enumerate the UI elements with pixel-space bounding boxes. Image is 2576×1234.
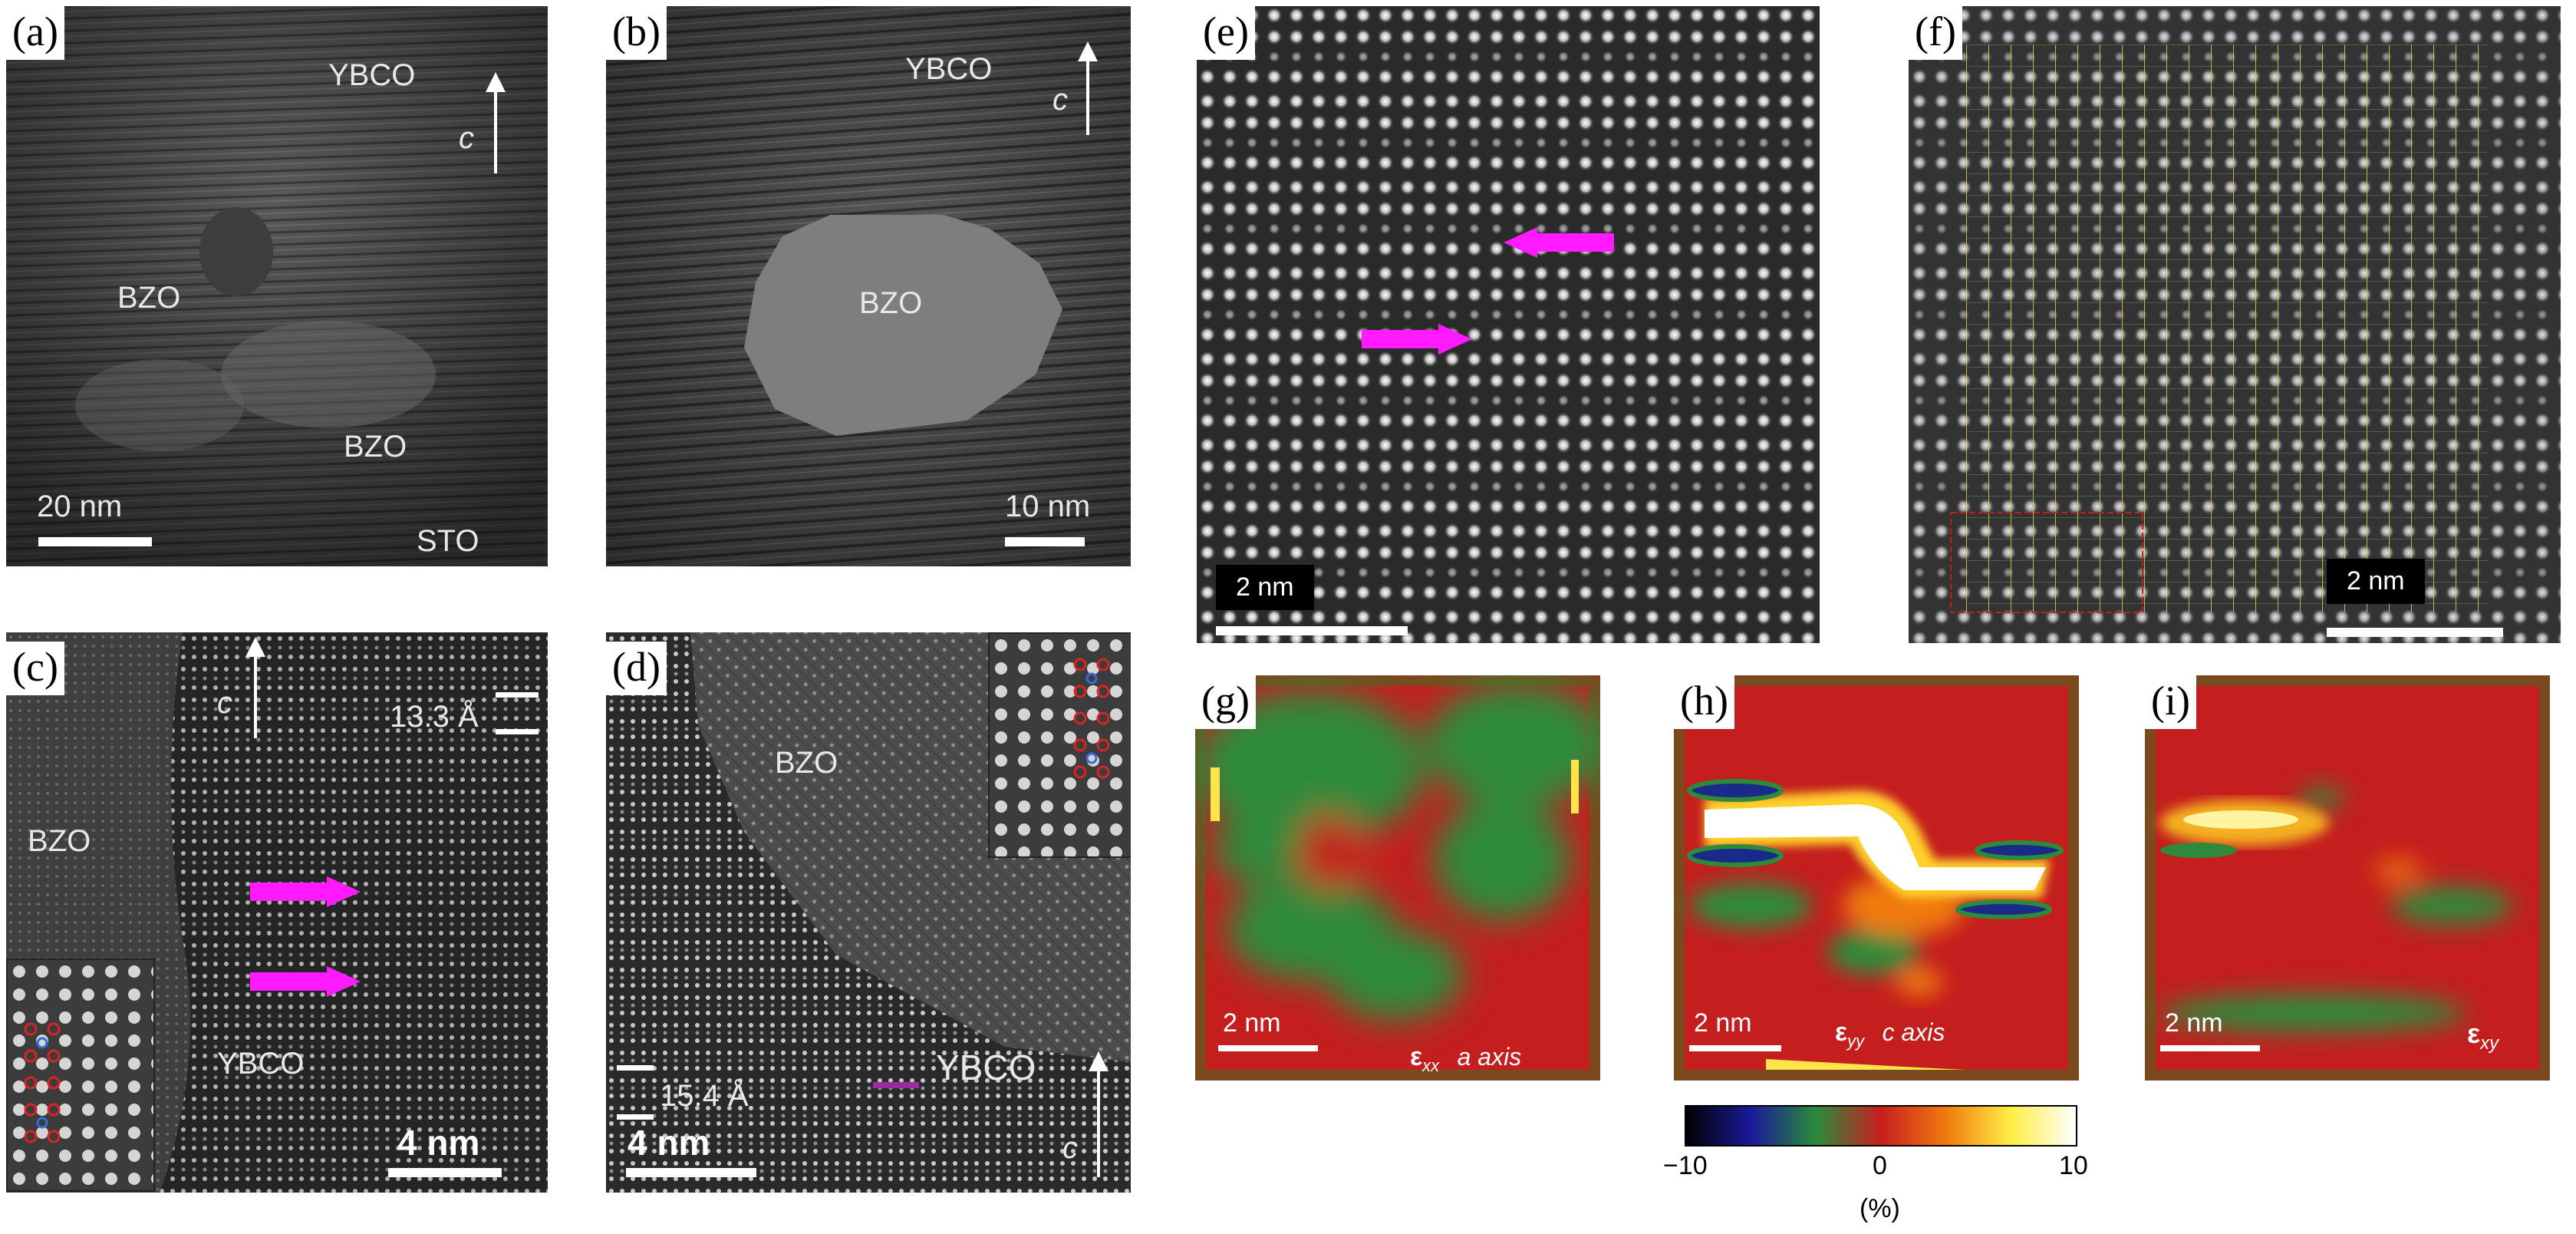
scale-bar-label: 2 nm [2165, 1008, 2223, 1038]
panel-f: (f) 2 nm [1909, 6, 2561, 643]
panel-c-tag: (c) [6, 642, 64, 695]
panel-d: (d) BZO YBCO 15.4 Å c [606, 632, 1131, 1193]
scale-bar-label: 2 nm [2327, 559, 2425, 604]
scale-bar [2160, 1045, 2260, 1051]
panel-c-image [6, 632, 548, 1193]
scale-bar [626, 1168, 756, 1177]
scale-bar-label: 2 nm [1223, 1008, 1281, 1038]
c-axis-label: c [1052, 83, 1068, 117]
scale-bar [1216, 626, 1408, 635]
scale-bar-label: 20 nm [37, 490, 123, 523]
scale-bar [1689, 1045, 1781, 1051]
scale-bar-label: 10 nm [1005, 490, 1091, 523]
lattice-spacing-label: 13.3 Å [390, 700, 479, 734]
spacing-tick [617, 1065, 654, 1071]
panel-g: (g) 2 nm εxx a axis [1195, 675, 1600, 1081]
bzo-label: BZO [859, 286, 923, 320]
ybco-label: YBCO [328, 58, 416, 92]
lattice-spacing-label: 15.4 Å [660, 1079, 749, 1113]
colorbar-max-label: 10 [2059, 1151, 2088, 1180]
strain-map-exy [2156, 686, 2539, 1070]
panel-f-tag: (f) [1909, 6, 1962, 60]
panel-f-image [1909, 6, 2561, 643]
axis-label: c axis [1882, 1018, 1945, 1046]
bzo-label: BZO [117, 281, 181, 315]
panel-e: (e) 2 nm [1197, 6, 1820, 643]
strain-component-label: εxx a axis [1410, 1042, 1522, 1075]
sto-label: STO [417, 524, 479, 558]
inset-atomic-image [6, 958, 155, 1192]
colorbar [1685, 1105, 2077, 1147]
strain-map-eyy [1685, 686, 2068, 1070]
scale-bar [38, 537, 152, 546]
axis-label: a axis [1457, 1043, 1522, 1071]
c-axis-arrow [245, 637, 265, 738]
panel-a-image [6, 6, 548, 566]
panel-a: (a) YBCO c BZO BZO STO 20 nm [6, 6, 548, 566]
strain-component-label: εyy c axis [1835, 1018, 1945, 1051]
panel-h: (h) 2 nm εyy c axis [1674, 675, 2079, 1081]
panel-b: (b) YBCO c BZO 10 nm [606, 6, 1131, 566]
inset-atomic-image [988, 632, 1131, 858]
colorbar-min-label: −10 [1663, 1151, 1708, 1180]
ybco-label: YBCO [936, 1048, 1036, 1087]
colorbar-mid-label: 0 [1873, 1151, 1887, 1180]
panel-i-tag: (i) [2145, 675, 2196, 729]
panel-b-tag: (b) [606, 6, 667, 60]
bzo-label: BZO [28, 824, 91, 858]
panel-d-tag: (d) [606, 642, 667, 695]
purple-marker [873, 1082, 919, 1088]
ybco-label: YBCO [217, 1047, 305, 1081]
scale-bar [388, 1168, 502, 1177]
bzo-label: BZO [775, 746, 838, 780]
panel-i: (i) 2 nm εxy [2145, 675, 2550, 1081]
spacing-tick [617, 1114, 654, 1120]
colorbar-unit-label: (%) [1860, 1194, 1900, 1223]
scale-bar [1218, 1045, 1318, 1051]
c-axis-arrow [486, 72, 506, 173]
c-axis-label: c [1062, 1131, 1078, 1165]
panel-d-image [606, 632, 1131, 1193]
bzo-label: BZO [344, 430, 407, 464]
scale-bar-label: 2 nm [1694, 1008, 1752, 1038]
scale-bar [1005, 537, 1085, 546]
ybco-label: YBCO [905, 52, 993, 86]
panel-c: (c) c 13.3 Å BZO [6, 632, 548, 1193]
scale-bar [2327, 628, 2503, 637]
c-axis-label: c [217, 686, 232, 720]
c-axis-label: c [459, 121, 474, 155]
scale-bar-label: 4 nm [397, 1123, 480, 1163]
panel-g-tag: (g) [1195, 675, 1256, 729]
panel-a-tag: (a) [6, 6, 64, 60]
strain-map-exx [1195, 683, 1600, 1070]
panel-e-tag: (e) [1197, 6, 1255, 60]
panel-e-image [1197, 6, 1820, 643]
scale-bar-label: 2 nm [1216, 565, 1314, 610]
panel-b-image [606, 6, 1131, 566]
scale-bar-label: 4 nm [628, 1123, 710, 1163]
panel-h-tag: (h) [1674, 675, 1734, 729]
c-axis-arrow [1089, 1051, 1108, 1177]
c-axis-arrow [1078, 41, 1098, 135]
spacing-tick [496, 729, 539, 734]
spacing-tick [496, 692, 539, 698]
strain-component-label: εxy [2467, 1018, 2499, 1054]
